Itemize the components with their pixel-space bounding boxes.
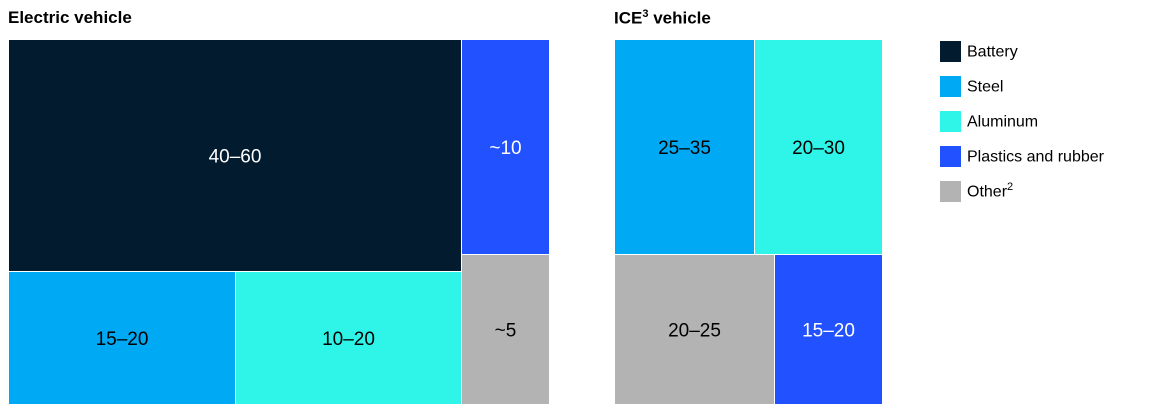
ice-cell-label-steel: 25–35 xyxy=(658,138,711,159)
ice-cell-label-plastics-and-rubber: 15–20 xyxy=(802,321,855,342)
ev-cell-aluminum: 10–20 xyxy=(236,272,461,404)
legend-item-steel: Steel xyxy=(940,73,1104,99)
ice-treemap: 25–35 20–30 20–25 15–20 xyxy=(615,40,882,404)
ev-cell-label-battery: 40–60 xyxy=(209,147,262,168)
ev-cell-rect-battery xyxy=(9,40,461,271)
ev-cell-battery: 40–60 xyxy=(9,40,461,271)
ev-treemap: 40–60 ~10 15–20 10–20 ~5 xyxy=(9,40,549,404)
ev-cell-label-steel: 15–20 xyxy=(96,329,149,350)
ice-chart-title: ICE3 vehicle xyxy=(614,8,711,29)
legend-item-aluminum: Aluminum xyxy=(940,108,1104,134)
ice-title-text: ICE xyxy=(614,8,643,28)
ice-cell-rect-steel xyxy=(615,40,754,254)
ev-cell-steel: 15–20 xyxy=(9,272,235,404)
ice-cell-rect-aluminum xyxy=(755,40,882,254)
legend-item-battery: Battery xyxy=(940,38,1104,64)
ev-cell-other: ~5 xyxy=(462,255,549,404)
ice-cell-steel: 25–35 xyxy=(615,40,754,254)
legend-label-battery: Battery xyxy=(967,43,1018,61)
ev-cell-label-aluminum: 10–20 xyxy=(322,329,375,350)
ice-cell-rect-other xyxy=(615,255,774,404)
legend-swatch-other xyxy=(940,180,961,202)
legend-label-steel: Steel xyxy=(967,78,1004,96)
legend-swatch-steel xyxy=(940,75,961,97)
legend-label-aluminum: Aluminum xyxy=(967,113,1039,131)
ice-cell-aluminum: 20–30 xyxy=(755,40,882,254)
ev-title-text: Electric vehicle xyxy=(8,8,132,27)
ev-chart-title: Electric vehicle xyxy=(8,8,132,28)
legend-item-plastics-and-rubber: Plastics and rubber xyxy=(940,143,1104,169)
ice-cell-label-other: 20–25 xyxy=(668,321,721,342)
ice-title-suffix: vehicle xyxy=(648,8,711,28)
ev-cell-plastics-and-rubber: ~10 xyxy=(462,40,549,254)
ev-cell-label-other: ~5 xyxy=(495,321,517,342)
ev-cell-rect-other xyxy=(462,255,549,404)
ev-cell-rect-aluminum xyxy=(236,272,461,404)
legend: Battery Steel Aluminum Plastics and rubb… xyxy=(940,38,1104,213)
legend-swatch-plastics-and-rubber xyxy=(940,145,961,167)
legend-item-other: Other2 xyxy=(940,178,1104,204)
ev-cell-label-plastics-and-rubber: ~10 xyxy=(489,138,521,159)
legend-swatch-battery xyxy=(940,40,961,62)
ice-cell-plastics-and-rubber: 15–20 xyxy=(775,255,882,404)
ice-cell-other: 20–25 xyxy=(615,255,774,404)
legend-label-other: Other2 xyxy=(967,180,1014,201)
ev-cell-rect-steel xyxy=(9,272,235,404)
legend-label-plastics-and-rubber: Plastics and rubber xyxy=(967,148,1104,166)
legend-swatch-aluminum xyxy=(940,110,961,132)
ice-title-footnote: 3 xyxy=(642,8,649,20)
ice-cell-rect-plastics-and-rubber xyxy=(775,255,882,404)
ev-cell-rect-plastics-and-rubber xyxy=(462,40,549,254)
ice-cell-label-aluminum: 20–30 xyxy=(792,138,845,159)
